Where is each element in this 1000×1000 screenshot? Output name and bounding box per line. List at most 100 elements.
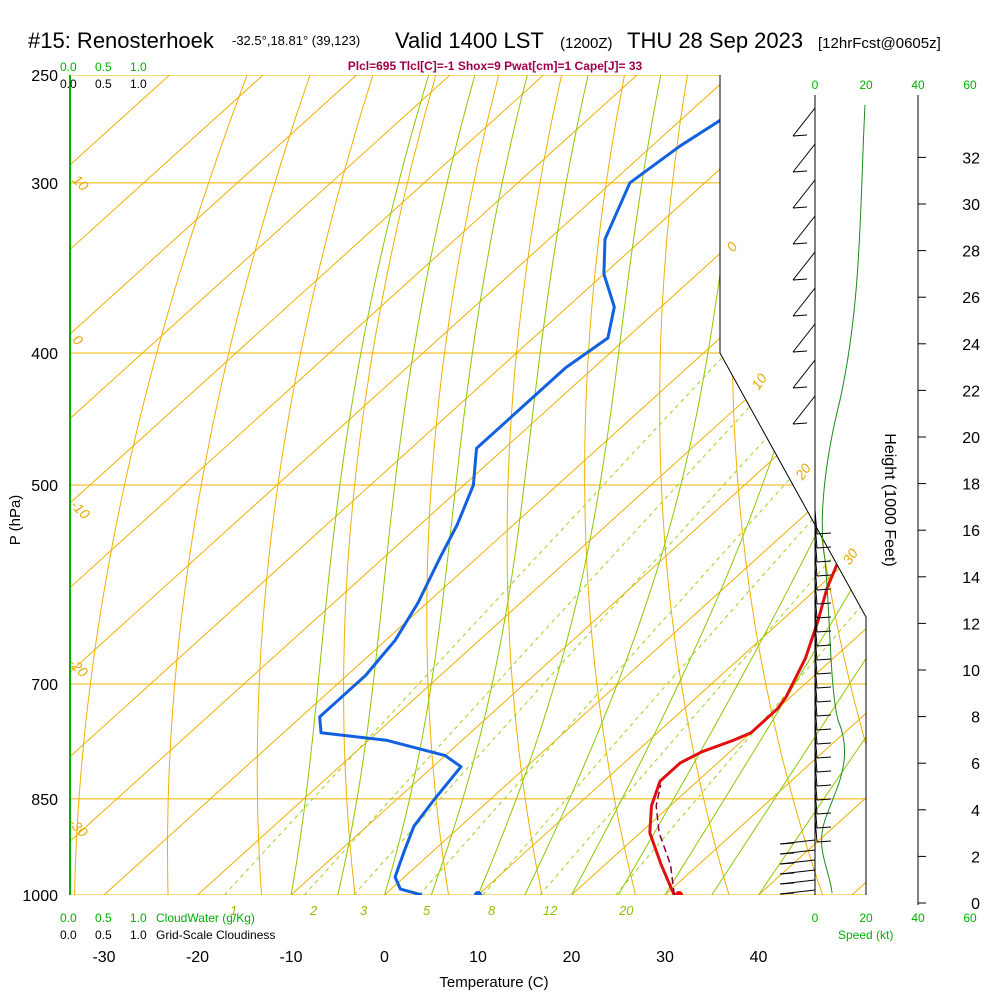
speed-tick: 60 [963,911,977,925]
wind-barb [814,817,818,843]
wind-barb-flag [816,784,832,787]
wind-barb-flag [779,852,795,855]
pressure-tick: 850 [31,792,58,809]
wind-barb-flag [816,644,832,647]
mixing-ratio-labels: 1 2 3 5 8 12 20 [230,903,634,918]
wind-speed-panel: 0 20 40 60 0 20 40 60 Speed (kt) [779,78,977,942]
wind-barb [792,179,816,209]
wind-barb-flag [779,882,795,885]
wind-barb [814,677,818,703]
cloudwater-ticks-top: 0.0 0.5 1.0 0.0 0.5 1.0 [60,60,147,91]
cw-tick: 0.5 [95,911,112,925]
isotherm [571,75,866,895]
dry-adiabat [426,75,500,895]
wind-barb-flag [816,574,832,577]
height-tick: 32 [962,150,980,167]
speed-label: Speed (kt) [838,928,893,942]
mixing-ratio-label: 20 [618,903,634,918]
isotherm [70,75,357,895]
mixing-ratio-line [418,352,866,895]
mixing-ratio-label: 5 [423,903,431,918]
cw-tick: 0.5 [95,60,112,74]
pressure-tick: 700 [31,677,58,694]
wind-barb-flag [792,422,808,425]
wind-barb-flag [816,742,832,745]
moist-adiabat [384,75,528,895]
valid-date: THU 28 Sep 2023 [627,28,803,53]
isotherm [70,75,825,895]
wind-barb-flag [816,630,832,633]
sounding-traces [318,103,866,895]
cl-tick: 0.5 [95,928,112,942]
height-tick: 14 [962,570,980,587]
height-tick: 18 [962,477,980,494]
wind-barb [814,747,818,773]
wind-barb [814,691,818,717]
forecast-tag: [12hrFcst@0605z] [818,35,941,52]
isotherm [70,75,451,895]
cl-tick: 1.0 [130,928,147,942]
wind-barb-flag [779,892,795,895]
temperature-tick: 20 [563,949,581,966]
wind-barb [814,719,818,745]
wind-barb-flag [792,278,808,281]
plot-boundary [719,75,867,895]
cw-tick: 0.0 [60,60,77,74]
wind-barb [814,803,818,829]
height-tick: 12 [962,616,980,633]
wind-barb-flag [816,798,832,801]
station-title: #15: Renosterhoek [28,28,215,53]
wind-barb [814,635,818,661]
height-tick: 16 [962,523,980,540]
wind-barb [814,537,818,563]
temperature-tick: -20 [186,949,209,966]
mixing-ratio-line [353,352,845,895]
mixing-ratio-label: 2 [309,903,318,918]
isotherm [70,75,638,895]
wind-barb-flag [779,862,795,865]
height-tick: 10 [962,663,980,680]
wind-barb [792,251,816,281]
isotherm [197,75,866,895]
moist-adiabat [711,75,866,895]
temperature-tick: 40 [750,949,768,966]
wind-barb-flag [792,206,808,209]
cloudwater-ticks-bottom: 0.0 0.5 1.0 CloudWater (g/Kg) 0.0 0.5 1.… [60,911,275,942]
x-axis-label: Temperature (C) [439,974,548,991]
height-tick: 22 [962,383,980,400]
station-coords: -32.5°,18.81° (39,123) [232,33,360,48]
wind-barb-flag [792,314,808,317]
height-tick: 30 [962,197,980,214]
pressure-tick: 250 [31,68,58,85]
wind-barb [814,705,818,731]
moist-adiabat [477,75,662,895]
isotherm [290,75,866,895]
dry-adiabat [167,75,311,895]
wind-barb [792,395,816,425]
temperature-tick: -10 [279,949,302,966]
wind-barb-flag [816,672,832,675]
dry-adiabat [256,75,374,895]
dry-adiabat [584,75,644,895]
wind-barb [814,789,818,815]
wind-barb [814,593,818,619]
moist-adiabat [617,75,866,895]
wind-barb-flag [816,756,832,759]
dry-adiabat [659,75,739,895]
wind-barb-flag [792,386,808,389]
mixing-ratio-line [615,352,866,895]
height-tick: 6 [971,756,980,773]
speed-tick: 60 [963,78,977,92]
wind-barb [792,323,816,353]
cw-tick: 1.0 [130,60,147,74]
height-tick: 28 [962,244,980,261]
cloudwater-label: CloudWater (g/Kg) [156,911,255,925]
temperature-axis: -30 -20 -10 0 10 20 30 40 [92,949,767,966]
wind-barb-flag [816,770,832,773]
temperature-tick: 10 [469,949,487,966]
wind-barb-flag [816,588,832,591]
height-tick: 2 [971,849,980,866]
isotherm [70,75,731,895]
isotherm-labels: 0 10 20 30 [723,239,861,568]
